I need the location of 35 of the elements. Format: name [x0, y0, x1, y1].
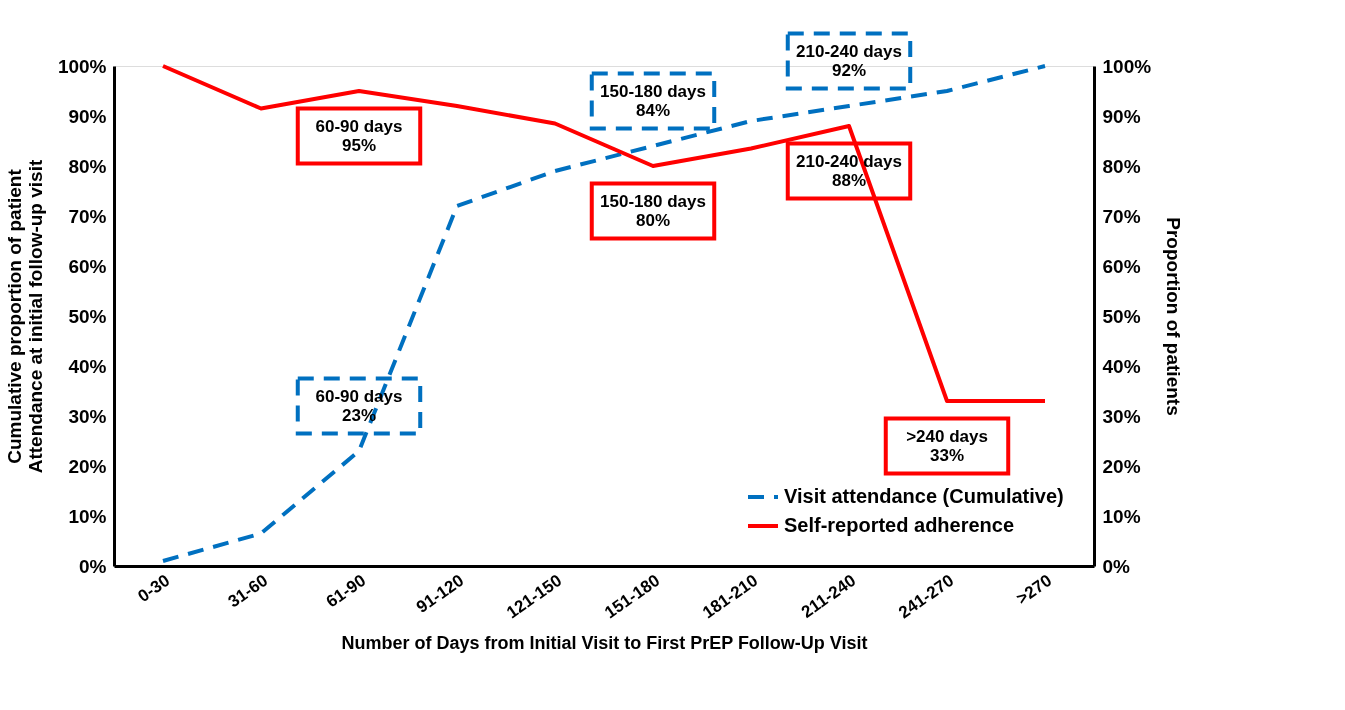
- y-tick-label: 100%: [57, 55, 107, 77]
- y-tick-label: 80%: [68, 155, 107, 177]
- y2-tick-label: 10%: [1102, 505, 1141, 527]
- y2-tick-label: 100%: [1102, 55, 1152, 77]
- y-axis-title: Cumulative proportion of patient Attendance at initial follow-up visit: [3, 159, 46, 474]
- legend-label: Visit attendance (Cumulative): [784, 485, 1064, 507]
- annotation: 210-240 days 88%: [796, 152, 902, 190]
- y-tick-label: 70%: [68, 205, 107, 227]
- y2-tick-label: 80%: [1102, 155, 1141, 177]
- y2-axis-title: Proportion of patients: [1163, 217, 1185, 416]
- annotation: 210-240 days 92%: [796, 42, 902, 80]
- y-tick-label: 40%: [68, 355, 107, 377]
- y-tick-label: 50%: [68, 305, 107, 327]
- y-tick-label: 20%: [68, 455, 107, 477]
- y-tick-label: 30%: [68, 405, 107, 427]
- y2-tick-label: 70%: [1102, 205, 1141, 227]
- y2-tick-label: 90%: [1102, 105, 1141, 127]
- y2-tick-label: 30%: [1102, 405, 1141, 427]
- annotation: >240 days 33%: [906, 427, 988, 465]
- x-tick-label: 0-30: [134, 570, 174, 606]
- y-tick-label: 90%: [68, 105, 107, 127]
- y2-tick-label: 60%: [1102, 255, 1141, 277]
- y2-tick-label: 40%: [1102, 355, 1141, 377]
- annotation: 150-180 days 80%: [600, 192, 706, 230]
- legend-label: Self-reported adherence: [784, 514, 1015, 536]
- y2-tick-label: 20%: [1102, 455, 1141, 477]
- x-axis-title: Number of Days from Initial Visit to First PrEP Follow-Up Visit: [341, 633, 868, 654]
- y-tick-label: 0%: [79, 555, 107, 577]
- y2-tick-label: 0%: [1102, 555, 1131, 577]
- line-series: [161, 64, 1047, 403]
- y2-tick-label: 50%: [1102, 305, 1141, 327]
- annotation: 60-90 days 95%: [315, 117, 403, 155]
- annotation: 150-180 days 84%: [600, 82, 706, 120]
- y-tick-label: 60%: [68, 255, 107, 277]
- y-tick-label: 10%: [68, 505, 107, 527]
